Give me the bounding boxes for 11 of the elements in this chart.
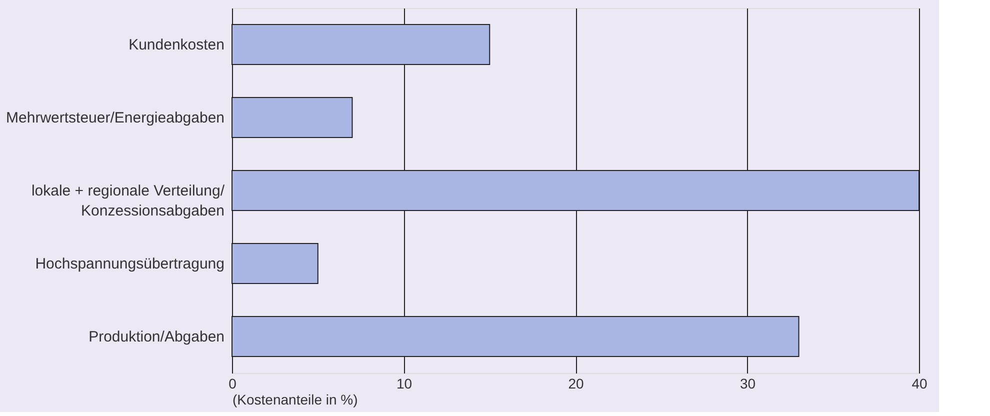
y-tick-label: Hochspannungsübertragung [35,256,224,272]
y-tick-label: Produktion/Abgaben [88,328,224,346]
y-tick-label: Kundenkosten [128,36,224,54]
x-axis-title: (Kostenanteile in %) [232,392,358,408]
x-tick-label: 40 [912,376,928,392]
y-tick-label: lokale + regionale Verteilung/ Konzessionsabgaben [31,182,226,220]
x-tick-label: 20 [568,376,584,392]
x-tick-label: 30 [740,376,756,392]
x-tick-label: 0 [228,376,237,392]
y-tick-label: Mehrwertsteuer/Energieabgaben [6,110,224,126]
x-tick-label: 10 [396,376,412,392]
